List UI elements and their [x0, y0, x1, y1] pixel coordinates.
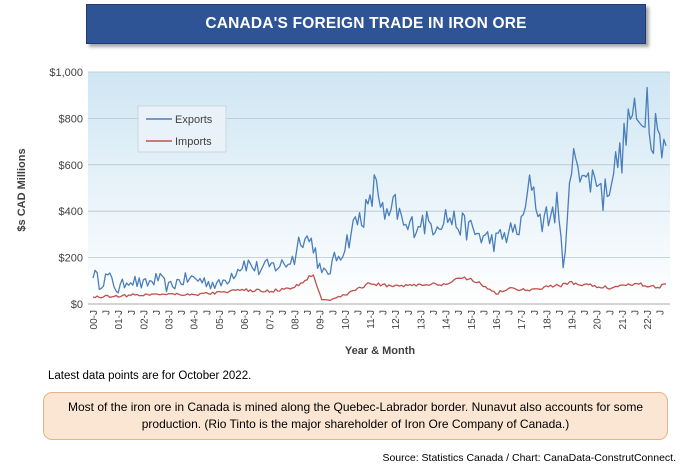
legend-label-imports: Imports	[175, 136, 212, 148]
x-tick-minor-label: J	[656, 310, 667, 315]
legend-label-exports: Exports	[175, 114, 213, 126]
x-tick-minor-label: J	[102, 310, 113, 315]
x-tick-label: 03-J	[165, 310, 176, 329]
series-line-imports	[92, 274, 667, 302]
x-tick-label: 12-J	[391, 310, 402, 329]
x-tick-minor-label: J	[202, 310, 213, 315]
x-tick-minor-label: J	[454, 310, 465, 315]
series-lines	[92, 86, 667, 302]
line-chart: $0$200$400$600$800$1,000 00-J J 01-J J 02-J J…	[16, 67, 670, 357]
x-tick-minor-label: J	[152, 310, 163, 315]
x-tick-minor-label: J	[429, 310, 440, 315]
x-tick-label: 10-J	[341, 310, 352, 329]
chart-title-bar: CANADA'S FOREIGN TRADE IN IRON ORE	[86, 4, 646, 44]
x-tick-label: 15-J	[467, 310, 478, 329]
x-tick-label: 08-J	[290, 310, 301, 329]
x-tick-label: 17-J	[517, 310, 528, 329]
y-tick-label: $1,000	[49, 67, 83, 79]
x-tick-minor-label: J	[127, 310, 138, 315]
x-tick-minor-label: J	[177, 310, 188, 315]
x-tick-label: 14-J	[442, 310, 453, 329]
source-credit: Source: Statistics Canada / Chart: CanaD…	[382, 452, 676, 464]
x-tick-minor-label: J	[353, 310, 364, 315]
x-tick-minor-label: J	[278, 310, 289, 315]
x-tick-label: 05-J	[215, 310, 226, 329]
x-tick-minor-label: J	[303, 310, 314, 315]
x-tick-minor-label: J	[253, 310, 264, 315]
y-axis-label: $s CAD Millions	[16, 148, 28, 231]
x-tick-label: 13-J	[416, 310, 427, 329]
x-tick-label: 16-J	[492, 310, 503, 329]
x-tick-minor-label: J	[228, 310, 239, 315]
x-tick-label: 09-J	[316, 310, 327, 329]
x-tick-minor-label: J	[328, 310, 339, 315]
y-tick-label: $400	[59, 206, 83, 218]
legend-box	[137, 105, 227, 153]
x-tick-label: 04-J	[190, 310, 201, 329]
x-tick-minor-label: J	[404, 310, 415, 315]
info-text: Most of the iron ore in Canada is mined …	[68, 400, 643, 431]
x-tick-minor-label: J	[555, 310, 566, 315]
y-tick-label: $0	[71, 299, 83, 311]
x-tick-label: 19-J	[568, 310, 579, 329]
y-tick-label: $800	[59, 113, 83, 125]
x-tick-label: 02-J	[139, 310, 150, 329]
x-tick-minor-label: J	[505, 310, 516, 315]
x-tick-label: 00-J	[89, 310, 100, 329]
x-tick-label: 01-J	[114, 310, 125, 329]
y-axis-ticks: $0 $200 $400 $600 $800 $1,000	[49, 67, 83, 311]
info-box: Most of the iron ore in Canada is mined …	[43, 392, 668, 440]
x-tick-label: 18-J	[542, 310, 553, 329]
legend: Exports Imports	[137, 105, 227, 153]
x-tick-minor-label: J	[379, 310, 390, 315]
x-tick-minor-label: J	[631, 310, 642, 315]
x-axis-label: Year & Month	[345, 345, 416, 357]
x-tick-minor-label: J	[605, 310, 616, 315]
x-tick-label: 06-J	[240, 310, 251, 329]
x-tick-label: 22-J	[643, 310, 654, 329]
x-tick-label: 07-J	[265, 310, 276, 329]
y-tick-label: $600	[59, 160, 83, 172]
x-axis-ticks: 00-J J 01-J J 02-J J 03-J J 04-J J 05-J J 06-J J 07-J J…	[89, 310, 667, 329]
latest-data-note: Latest data points are for October 2022.	[48, 370, 252, 382]
x-tick-minor-label: J	[530, 310, 541, 315]
x-tick-label: 20-J	[593, 310, 604, 329]
chart-title: CANADA'S FOREIGN TRADE IN IRON ORE	[205, 15, 527, 32]
x-tick-label: 11-J	[366, 310, 377, 329]
x-tick-minor-label: J	[580, 310, 591, 315]
series-line-exports	[92, 86, 667, 294]
x-tick-label: 21-J	[618, 310, 629, 329]
x-tick-minor-label: J	[479, 310, 490, 315]
y-tick-label: $200	[59, 253, 83, 265]
